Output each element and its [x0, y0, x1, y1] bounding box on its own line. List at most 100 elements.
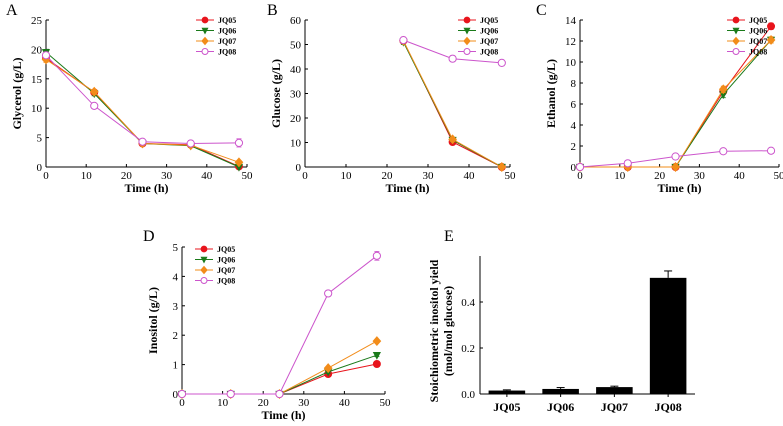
legend-label: JQ05 — [480, 16, 498, 25]
y-tick-label: 25 — [31, 15, 43, 27]
data-point — [767, 22, 776, 31]
data-point — [177, 389, 187, 399]
bar-jq08 — [649, 277, 687, 394]
y-tick-label: 6 — [571, 99, 577, 111]
x-tick-label: 50 — [774, 170, 783, 182]
x-tick-label: 0 — [179, 397, 185, 409]
bar-jq05 — [488, 390, 526, 394]
x-axis-title: Time (h) — [124, 181, 168, 195]
data-point — [186, 139, 195, 148]
y-tick-label: 1 — [173, 360, 179, 372]
data-point — [671, 152, 680, 161]
legend-label: JQ07 — [218, 37, 236, 46]
panel-b: B 0 10 20 30 40 50 0 10 20 30 40 50 60 Time (h) Glucose… — [267, 2, 516, 195]
x-tick-label: 50 — [242, 170, 254, 182]
legend-label: JQ05 — [217, 245, 235, 254]
legend-marker — [201, 16, 209, 24]
legend-label: JQ08 — [480, 48, 498, 57]
data-point — [138, 137, 147, 146]
y-axis-title: Glycerol (g/L) — [10, 57, 24, 129]
data-point — [324, 289, 333, 298]
data-point — [89, 86, 99, 97]
y-tick-label: 0 — [173, 389, 179, 401]
data-point — [372, 336, 382, 347]
series-line — [182, 255, 378, 395]
x-tick-label: 50 — [505, 170, 517, 182]
series-line — [182, 340, 378, 395]
panel-label: A — [6, 2, 18, 19]
panel-a: A 0 10 20 30 40 50 0 5 10 15 20 25 Time (h) Glycerol (… — [6, 2, 253, 195]
x-tick-label: JQ05 — [493, 400, 520, 414]
data-point — [766, 34, 776, 45]
y-axis-title-line1: Stoichiometric inositol yield — [427, 259, 441, 402]
data-point — [234, 138, 244, 147]
panel-label: E — [444, 228, 454, 245]
x-axis-title: Time (h) — [385, 181, 429, 195]
x-tick-label: JQ07 — [601, 400, 628, 414]
legend-label: JQ06 — [218, 27, 236, 36]
y-tick-label: 0.2 — [461, 343, 475, 355]
y-tick-label: 20 — [290, 113, 302, 125]
y-tick-label: 10 — [290, 138, 302, 150]
panel-d: D 0 10 20 30 40 50 0 1 2 3 4 5 Time (h) Inositol (g/L)… — [143, 228, 391, 422]
x-tick-label: 20 — [121, 170, 133, 182]
legend-marker — [201, 36, 209, 46]
series-line — [580, 39, 772, 168]
legend-marker — [463, 27, 471, 35]
y-axis-title-line2: (mol/mol glucose) — [441, 286, 455, 376]
data-point — [372, 352, 381, 360]
data-point — [766, 146, 776, 155]
x-tick-label: 0 — [577, 170, 583, 182]
y-tick-label: 12 — [565, 36, 576, 48]
data-point — [575, 162, 585, 172]
x-tick-label: 10 — [217, 397, 229, 409]
y-tick-label: 2 — [173, 330, 179, 342]
legend-marker — [463, 36, 471, 46]
series-jq07 — [41, 54, 244, 168]
data-point — [372, 251, 381, 260]
legend-marker — [732, 16, 740, 24]
legend-label: JQ08 — [218, 48, 236, 57]
legend-label: JQ07 — [480, 37, 498, 46]
x-tick-label: 20 — [382, 170, 394, 182]
legend-label: JQ08 — [217, 277, 235, 286]
legend-label: JQ07 — [749, 37, 767, 46]
data-point — [497, 58, 506, 67]
legend-label: JQ06 — [480, 27, 498, 36]
data-point — [323, 363, 333, 374]
series-jq08 — [41, 51, 244, 148]
panel-label: C — [536, 2, 547, 19]
y-tick-label: 4 — [571, 120, 577, 132]
data-point — [623, 159, 632, 168]
x-tick-label: 30 — [694, 170, 706, 182]
data-point — [718, 84, 728, 95]
legend-marker — [200, 256, 208, 264]
y-tick-label: 60 — [290, 15, 302, 27]
x-tick-label: 30 — [423, 170, 435, 182]
x-tick-label: 30 — [161, 170, 173, 182]
y-axis-title: Glucose (g/L) — [269, 59, 283, 128]
y-tick-label: 5 — [37, 133, 43, 145]
x-tick-label: 10 — [614, 170, 626, 182]
y-tick-label: 14 — [565, 15, 577, 27]
legend-marker — [732, 27, 740, 35]
y-tick-label: 50 — [290, 40, 302, 52]
data-point — [90, 101, 99, 110]
panel-label: D — [143, 228, 155, 245]
x-tick-label: 20 — [654, 170, 666, 182]
x-tick-label: 10 — [81, 170, 93, 182]
x-tick-label: 0 — [43, 170, 49, 182]
legend-marker — [200, 245, 208, 253]
legend-marker — [201, 48, 209, 55]
series-jq08 — [399, 35, 506, 67]
x-tick-label: JQ08 — [654, 400, 681, 414]
data-point — [372, 360, 381, 369]
series-line — [45, 57, 240, 167]
x-tick-label: 20 — [258, 397, 270, 409]
data-point — [41, 51, 51, 60]
bar-jq06 — [542, 388, 579, 394]
y-tick-label: 15 — [31, 74, 43, 86]
